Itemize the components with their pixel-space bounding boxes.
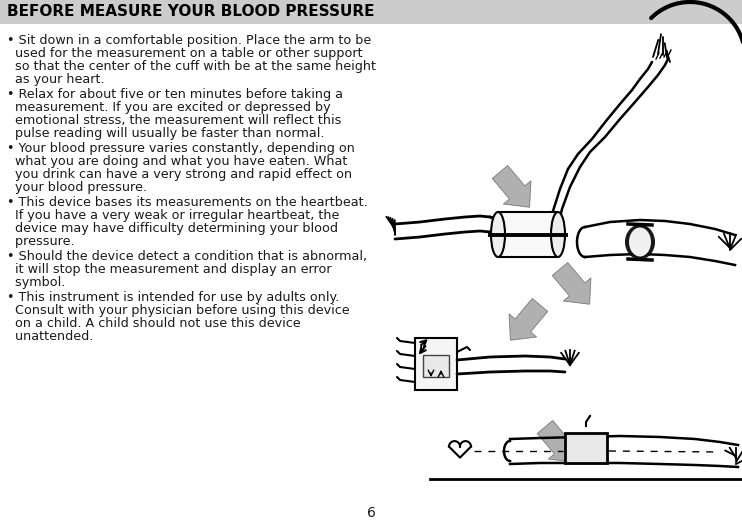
Text: pulse reading will usually be faster than normal.: pulse reading will usually be faster tha… (7, 127, 324, 140)
Text: Consult with your physician before using this device: Consult with your physician before using… (7, 304, 349, 317)
Text: so that the center of the cuff with be at the same height: so that the center of the cuff with be a… (7, 60, 376, 73)
Ellipse shape (551, 212, 565, 257)
Polygon shape (509, 298, 548, 340)
Text: If you have a very weak or irregular heartbeat, the: If you have a very weak or irregular hea… (7, 209, 339, 222)
Text: you drink can have a very strong and rapid effect on: you drink can have a very strong and rap… (7, 168, 352, 181)
Text: what you are doing and what you have eaten. What: what you are doing and what you have eat… (7, 155, 347, 168)
Text: as your heart.: as your heart. (7, 73, 105, 86)
Bar (423, 355, 449, 377)
Text: symbol.: symbol. (7, 276, 65, 289)
Bar (415, 338, 457, 390)
Text: emotional stress, the measurement will reflect this: emotional stress, the measurement will r… (7, 114, 341, 127)
Text: your blood pressure.: your blood pressure. (7, 181, 147, 194)
Text: pressure.: pressure. (7, 235, 75, 248)
Text: used for the measurement on a table or other support: used for the measurement on a table or o… (7, 47, 363, 60)
Polygon shape (537, 421, 576, 462)
Text: it will stop the measurement and display an error: it will stop the measurement and display… (7, 263, 332, 276)
Text: unattended.: unattended. (7, 330, 93, 343)
Ellipse shape (625, 225, 655, 259)
Ellipse shape (491, 212, 505, 257)
Text: device may have difficulty determining your blood: device may have difficulty determining y… (7, 222, 338, 235)
Text: • Relax for about five or ten minutes before taking a: • Relax for about five or ten minutes be… (7, 88, 343, 101)
Bar (565, 433, 607, 463)
Text: • Your blood pressure varies constantly, depending on: • Your blood pressure varies constantly,… (7, 142, 355, 155)
Text: on a child. A child should not use this device: on a child. A child should not use this … (7, 317, 301, 330)
Ellipse shape (629, 228, 651, 257)
Polygon shape (492, 165, 531, 207)
Text: 6: 6 (367, 506, 375, 520)
Text: • Sit down in a comfortable position. Place the arm to be: • Sit down in a comfortable position. Pl… (7, 34, 371, 47)
Polygon shape (552, 262, 591, 304)
Text: • This instrument is intended for use by adults only.: • This instrument is intended for use by… (7, 291, 339, 304)
Text: • Should the device detect a condition that is abnormal,: • Should the device detect a condition t… (7, 250, 367, 263)
Bar (0, 0, 742, 24)
Text: BEFORE MEASURE YOUR BLOOD PRESSURE: BEFORE MEASURE YOUR BLOOD PRESSURE (7, 5, 375, 19)
Text: • This device bases its measurements on the heartbeat.: • This device bases its measurements on … (7, 196, 368, 209)
Bar (498, 212, 558, 257)
Text: measurement. If you are excited or depressed by: measurement. If you are excited or depre… (7, 101, 331, 114)
